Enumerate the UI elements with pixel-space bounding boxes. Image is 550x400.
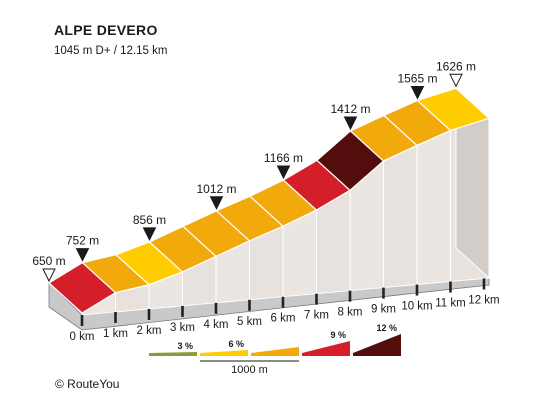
endpoint-marker — [42, 268, 56, 283]
legend-label: 3 % — [177, 341, 193, 351]
legend-swatch — [200, 350, 248, 356]
chart-subtitle: 1045 m D+ / 12.15 km — [54, 45, 168, 57]
elevation-label: 856 m — [133, 213, 166, 227]
distance-tick-label: 9 km — [371, 304, 396, 316]
legend-label: 9 % — [330, 330, 346, 340]
profile-wall-segment — [416, 129, 451, 286]
legend-swatch — [353, 334, 401, 356]
elevation-label: 650 m — [32, 254, 65, 268]
elevation-marker — [75, 248, 90, 262]
distance-tick-label: 8 km — [338, 307, 363, 319]
legend-label: 12 % — [376, 323, 397, 333]
distance-tick-label: 7 km — [304, 310, 329, 322]
distance-tick-label: 5 km — [237, 316, 262, 328]
copyright-text: © RouteYou — [55, 377, 120, 391]
distance-tick-label: 2 km — [137, 325, 162, 337]
distance-tick-label: 10 km — [401, 301, 432, 313]
distance-tick-label: 3 km — [170, 322, 195, 334]
legend-scale-label: 1000 m — [231, 364, 268, 376]
elevation-label: 1565 m — [397, 71, 437, 85]
elevation-marker — [209, 196, 224, 210]
distance-tick-label: 0 km — [70, 331, 95, 343]
elevation-marker — [343, 116, 358, 131]
elevation-marker — [410, 85, 425, 100]
distance-tick-label: 12 km — [468, 294, 499, 306]
elevation-marker — [276, 165, 291, 180]
elevation-marker — [142, 227, 157, 242]
elevation-label: 1012 m — [196, 182, 236, 196]
chart-title: ALPE DEVERO — [54, 22, 158, 38]
gradient-legend: 3 % 6 % 9 % 12 % 1000 m — [149, 323, 401, 376]
distance-tick-label: 1 km — [103, 328, 128, 340]
legend-swatch — [302, 341, 350, 356]
elevation-label: 1412 m — [330, 102, 370, 116]
elevation-label: 752 m — [66, 234, 99, 248]
distance-tick-label: 6 km — [271, 313, 296, 325]
elevation-label: 1626 m — [436, 59, 476, 73]
distance-axis: 0 km 1 km 2 km 3 km 4 km 5 km 6 km 7 km 8 km 9 km… — [70, 278, 500, 343]
distance-tick-label: 4 km — [204, 319, 229, 331]
gradient-segment — [416, 87, 490, 132]
legend-label: 6 % — [228, 339, 244, 349]
distance-tick-label: 11 km — [435, 298, 465, 310]
legend-swatch — [251, 347, 299, 356]
endpoint-marker — [449, 73, 463, 88]
elevation-label: 1166 m — [264, 151, 303, 165]
profile-top-layer — [48, 87, 490, 314]
legend-swatch — [149, 352, 197, 356]
profile-wall-segment — [382, 144, 418, 289]
